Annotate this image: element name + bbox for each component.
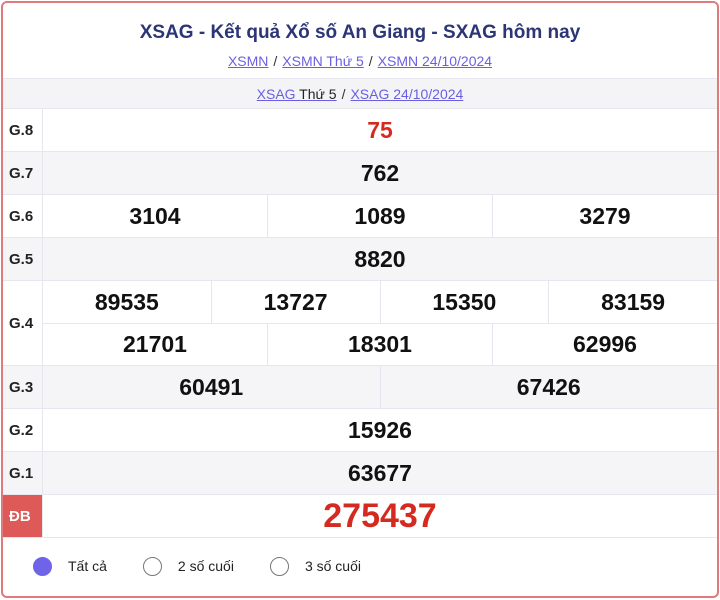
prize-number: 15926 [348,416,412,443]
header: XSAG - Kết quả Xổ số An Giang - SXAG hôm… [3,3,717,79]
prize-row: G.8 75 [3,109,717,152]
breadcrumb-xsmn[interactable]: XSMN [227,53,269,69]
prize-row: G.6 3104 1089 3279 [3,195,717,238]
prize-line: 75 [43,109,717,151]
prize-row: G.2 15926 [3,409,717,452]
prize-number: 3104 [129,202,181,229]
prize-values: 8820 [43,238,717,280]
results-table: G.8 75 G.7 762 G.6 3104 1089 3279 G.5 8820 G.4 8953… [3,109,717,538]
prize-values: 762 [43,152,717,194]
prize-line: 89535 13727 15350 83159 [43,281,717,323]
prize-row: G.7 762 [3,152,717,195]
prize-number: 3279 [492,195,717,237]
filter-option-label: Tất cả [68,558,107,574]
prize-line: 275437 [43,495,717,537]
prize-values: 89535 13727 15350 83159 21701 18301 62996 [43,281,717,365]
prize-row: G.1 63677 [3,452,717,495]
filter-option[interactable]: 3 số cuối [269,556,361,576]
prize-number: 21701 [123,331,187,357]
prize-values: 275437 [43,495,717,537]
prize-label: G.2 [3,409,43,451]
prize-values: 15926 [43,409,717,451]
filter-option[interactable]: Tất cả [33,556,107,576]
breadcrumb: XSMN / XSMN Thứ 5/XSMN 24/10/2024 [3,53,717,69]
prize-values: 63677 [43,452,717,494]
prize-line: 762 [43,152,717,194]
filter-option-label: 2 số cuối [177,558,234,574]
filter-option[interactable]: 2 số cuối [142,556,234,576]
prize-values: 60491 67426 [43,366,717,408]
prize-number: 1089 [267,195,492,237]
prize-number: 75 [367,116,393,143]
radio-icon[interactable] [33,556,52,576]
page-title: XSAG - Kết quả Xổ số An Giang - SXAG hôm… [139,22,581,43]
prize-label: G.8 [3,109,43,151]
radio-icon[interactable] [142,556,162,576]
prize-line: 21701 18301 62996 [43,323,717,365]
prize-line: 3104 1089 3279 [43,195,717,237]
breadcrumb-xsmn-date[interactable]: XSMN 24/10/2024 [377,53,493,69]
link-xsag-thu5[interactable]: XSAG Thứ 5 [257,86,337,102]
prize-number: 13727 [210,281,380,323]
prize-number: 63677 [348,459,412,486]
prize-label: G.3 [3,366,43,408]
prize-values: 75 [43,109,717,151]
prize-number: 275437 [323,496,437,535]
breadcrumb-xsmn-thu5[interactable]: XSMN Thứ 5 [282,53,364,69]
prize-row: G.4 89535 13727 15350 83159 21701 18301 62996 [3,281,717,366]
link-xsag-label: XSAG [256,86,296,102]
prize-number: 83159 [548,281,717,323]
prize-values: 3104 1089 3279 [43,195,717,237]
radio-icon[interactable] [269,556,289,576]
prize-line: 15926 [43,409,717,451]
digit-filter: Tất cả 2 số cuối 3 số cuối [3,538,717,594]
prize-number: 15350 [379,281,549,323]
link-thu5-label: Thứ 5 [295,86,337,102]
breadcrumb-separator: / [368,53,373,69]
prize-row: G.3 60491 67426 [3,366,717,409]
prize-number: 62996 [492,324,717,365]
subnav-separator: / [341,86,346,102]
prize-number: 18301 [267,324,492,365]
prize-label: G.4 [3,281,43,365]
prize-number: 67426 [379,366,718,408]
prize-number: 8820 [354,245,406,272]
prize-label: G.7 [3,152,43,194]
prize-number: 89535 [94,288,159,315]
prize-number: 762 [360,159,400,186]
prize-line: 63677 [43,452,717,494]
prize-row: ĐB 275437 [3,495,717,538]
prize-row: G.5 8820 [3,238,717,281]
prize-line: 60491 67426 [43,366,717,408]
link-xsag-date[interactable]: XSAG 24/10/2024 [350,86,464,102]
filter-option-label: 3 số cuối [304,558,361,574]
sub-nav: XSAG Thứ 5/XSAG 24/10/2024 [3,79,717,109]
breadcrumb-separator: / [273,53,278,69]
prize-label: ĐB [3,495,43,537]
prize-label: G.6 [3,195,43,237]
prize-number: 60491 [179,373,244,400]
prize-line: 8820 [43,238,717,280]
prize-label: G.5 [3,238,43,280]
prize-label: G.1 [3,452,43,494]
